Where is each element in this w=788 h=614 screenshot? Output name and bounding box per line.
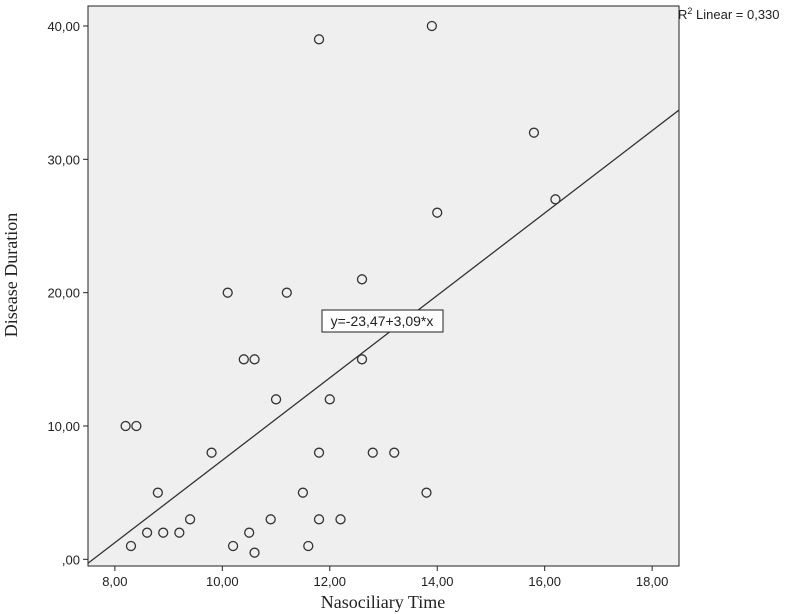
data-point [335,514,346,525]
y-tick-label: 40,00 [47,19,80,34]
y-axis-title: Disease Duration [1,213,21,337]
x-tick-label: 8,00 [102,574,127,589]
x-axis-title: Nasociliary Time [321,592,446,612]
plot-area [87,5,680,567]
data-point [550,194,561,205]
x-tick-label: 14,00 [421,574,454,589]
data-point [249,354,260,365]
data-point [356,354,368,365]
data-point [174,527,185,538]
r2-superscript: 2 [687,6,692,16]
data-point [244,527,255,538]
data-point [125,540,137,552]
r2-value: Linear = 0,330 [692,7,779,22]
data-point [324,394,335,405]
equation-box-frame [321,309,444,333]
data-point [356,274,368,285]
data-point [158,527,169,538]
data-point [528,127,540,138]
data-point [313,34,325,45]
data-point [389,447,400,458]
equation-box: y=-23,47+3,09*x [321,309,444,333]
data-point [281,287,292,298]
data-point [120,420,131,432]
y-tick-label: 10,00 [47,419,80,434]
equation-label: y=-23,47+3,09*x [331,313,434,329]
data-point [227,540,239,552]
data-point [367,447,378,458]
data-point [426,20,438,32]
data-point [152,487,163,498]
x-tick-label: 16,00 [528,574,561,589]
data-point [184,514,196,525]
x-tick-label: 12,00 [313,574,346,589]
data-points [120,20,561,558]
data-point [222,287,233,298]
y-axis: ,00 10,00 20,00 30,00 40,00 [47,19,88,567]
y-tick-label: 30,00 [47,152,80,167]
regression-line [87,109,680,564]
data-point [206,447,217,458]
r2-prefix: R [678,7,687,22]
data-point [270,394,282,405]
y-tick-label: 20,00 [47,286,80,301]
data-point [141,527,153,538]
data-point [421,487,432,498]
data-point [249,547,260,558]
data-point [313,514,325,525]
data-point [313,447,325,458]
data-point [238,354,249,365]
data-point [265,514,276,525]
x-tick-label: 18,00 [636,574,669,589]
r2-label: R2 Linear = 0,330 [678,6,780,22]
data-point [432,207,443,218]
data-point [303,540,314,552]
x-tick-label: 10,00 [206,574,239,589]
data-point [131,420,142,432]
x-axis: 8,00 10,00 12,00 14,00 16,00 18,00 [102,566,668,589]
y-tick-label: ,00 [62,552,80,567]
data-point [297,487,309,498]
